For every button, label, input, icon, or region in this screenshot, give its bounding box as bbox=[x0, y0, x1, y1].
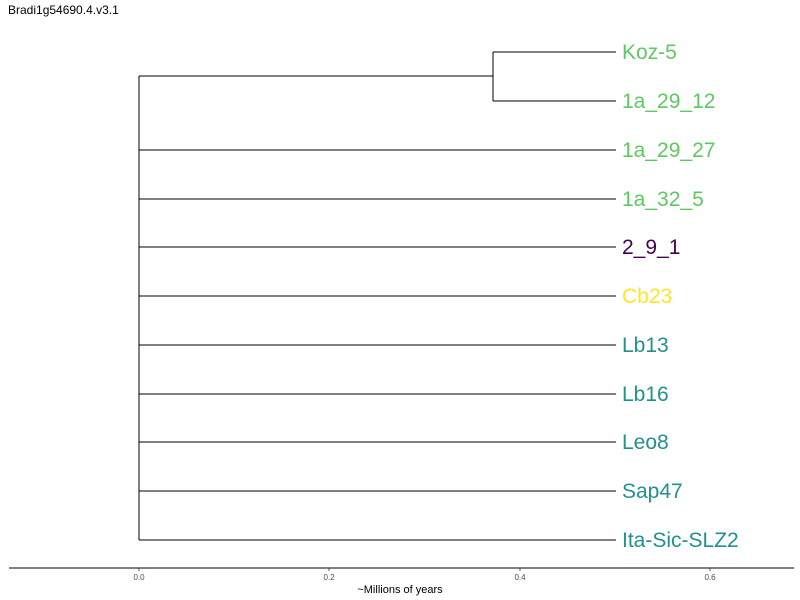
x-axis-label: ~Millions of years bbox=[357, 584, 443, 596]
tip-branches bbox=[139, 51, 616, 541]
x-tick-label: 0.2 bbox=[323, 573, 335, 582]
x-tick-label: 0.6 bbox=[704, 573, 716, 582]
x-axis-ticks: 0.0 0.2 0.4 0.6 bbox=[133, 568, 716, 582]
tip-labels: Koz-5 1a_29_12 1a_29_27 1a_32_5 2_9_1 Cb23 Lb1… bbox=[622, 41, 739, 552]
x-tick-label: 0.4 bbox=[514, 573, 526, 582]
tip-label: Leo8 bbox=[622, 431, 669, 454]
x-tick-label: 0.0 bbox=[133, 573, 145, 582]
tip-label: 2_9_1 bbox=[622, 236, 680, 259]
tip-label: 1a_29_12 bbox=[622, 90, 715, 113]
tip-label: Lb13 bbox=[622, 334, 669, 357]
tree-title: Bradi1g54690.4.v3.1 bbox=[8, 3, 119, 17]
tip-label: Lb16 bbox=[622, 383, 669, 406]
tip-label: Koz-5 bbox=[622, 41, 677, 64]
tip-label: 1a_29_27 bbox=[622, 139, 715, 162]
tip-label: Sap47 bbox=[622, 480, 683, 503]
tip-label: Ita-Sic-SLZ2 bbox=[622, 529, 739, 552]
tip-label: Cb23 bbox=[622, 285, 672, 308]
tip-label: 1a_32_5 bbox=[622, 188, 704, 211]
